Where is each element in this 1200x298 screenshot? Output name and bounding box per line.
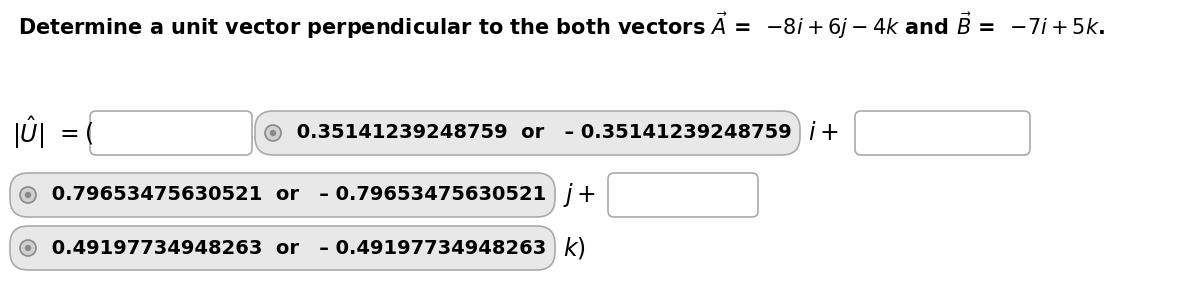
Circle shape xyxy=(265,125,281,141)
FancyBboxPatch shape xyxy=(608,173,758,217)
Text: $|\hat{U}|$: $|\hat{U}|$ xyxy=(12,115,44,151)
Text: 0.79653475630521  or   – 0.79653475630521: 0.79653475630521 or – 0.79653475630521 xyxy=(46,185,546,204)
Text: 0.35141239248759  or   – 0.35141239248759: 0.35141239248759 or – 0.35141239248759 xyxy=(290,123,792,142)
Circle shape xyxy=(20,187,36,203)
FancyBboxPatch shape xyxy=(854,111,1030,155)
Circle shape xyxy=(270,130,276,136)
FancyBboxPatch shape xyxy=(90,111,252,155)
Circle shape xyxy=(25,245,31,251)
FancyBboxPatch shape xyxy=(256,111,800,155)
FancyBboxPatch shape xyxy=(10,173,554,217)
Circle shape xyxy=(20,240,36,256)
FancyBboxPatch shape xyxy=(10,226,554,270)
Circle shape xyxy=(25,192,31,198)
Text: Determine a unit vector perpendicular to the both vectors $\vec{A}$ =  $-8i + 6j: Determine a unit vector perpendicular to… xyxy=(18,10,1105,41)
Text: $j +$: $j +$ xyxy=(563,181,596,209)
Text: $= ($: $= ($ xyxy=(55,120,94,146)
Text: 0.49197734948263  or   – 0.49197734948263: 0.49197734948263 or – 0.49197734948263 xyxy=(46,238,546,257)
Text: $k)$: $k)$ xyxy=(563,235,586,261)
Text: $i +$: $i +$ xyxy=(808,121,839,145)
